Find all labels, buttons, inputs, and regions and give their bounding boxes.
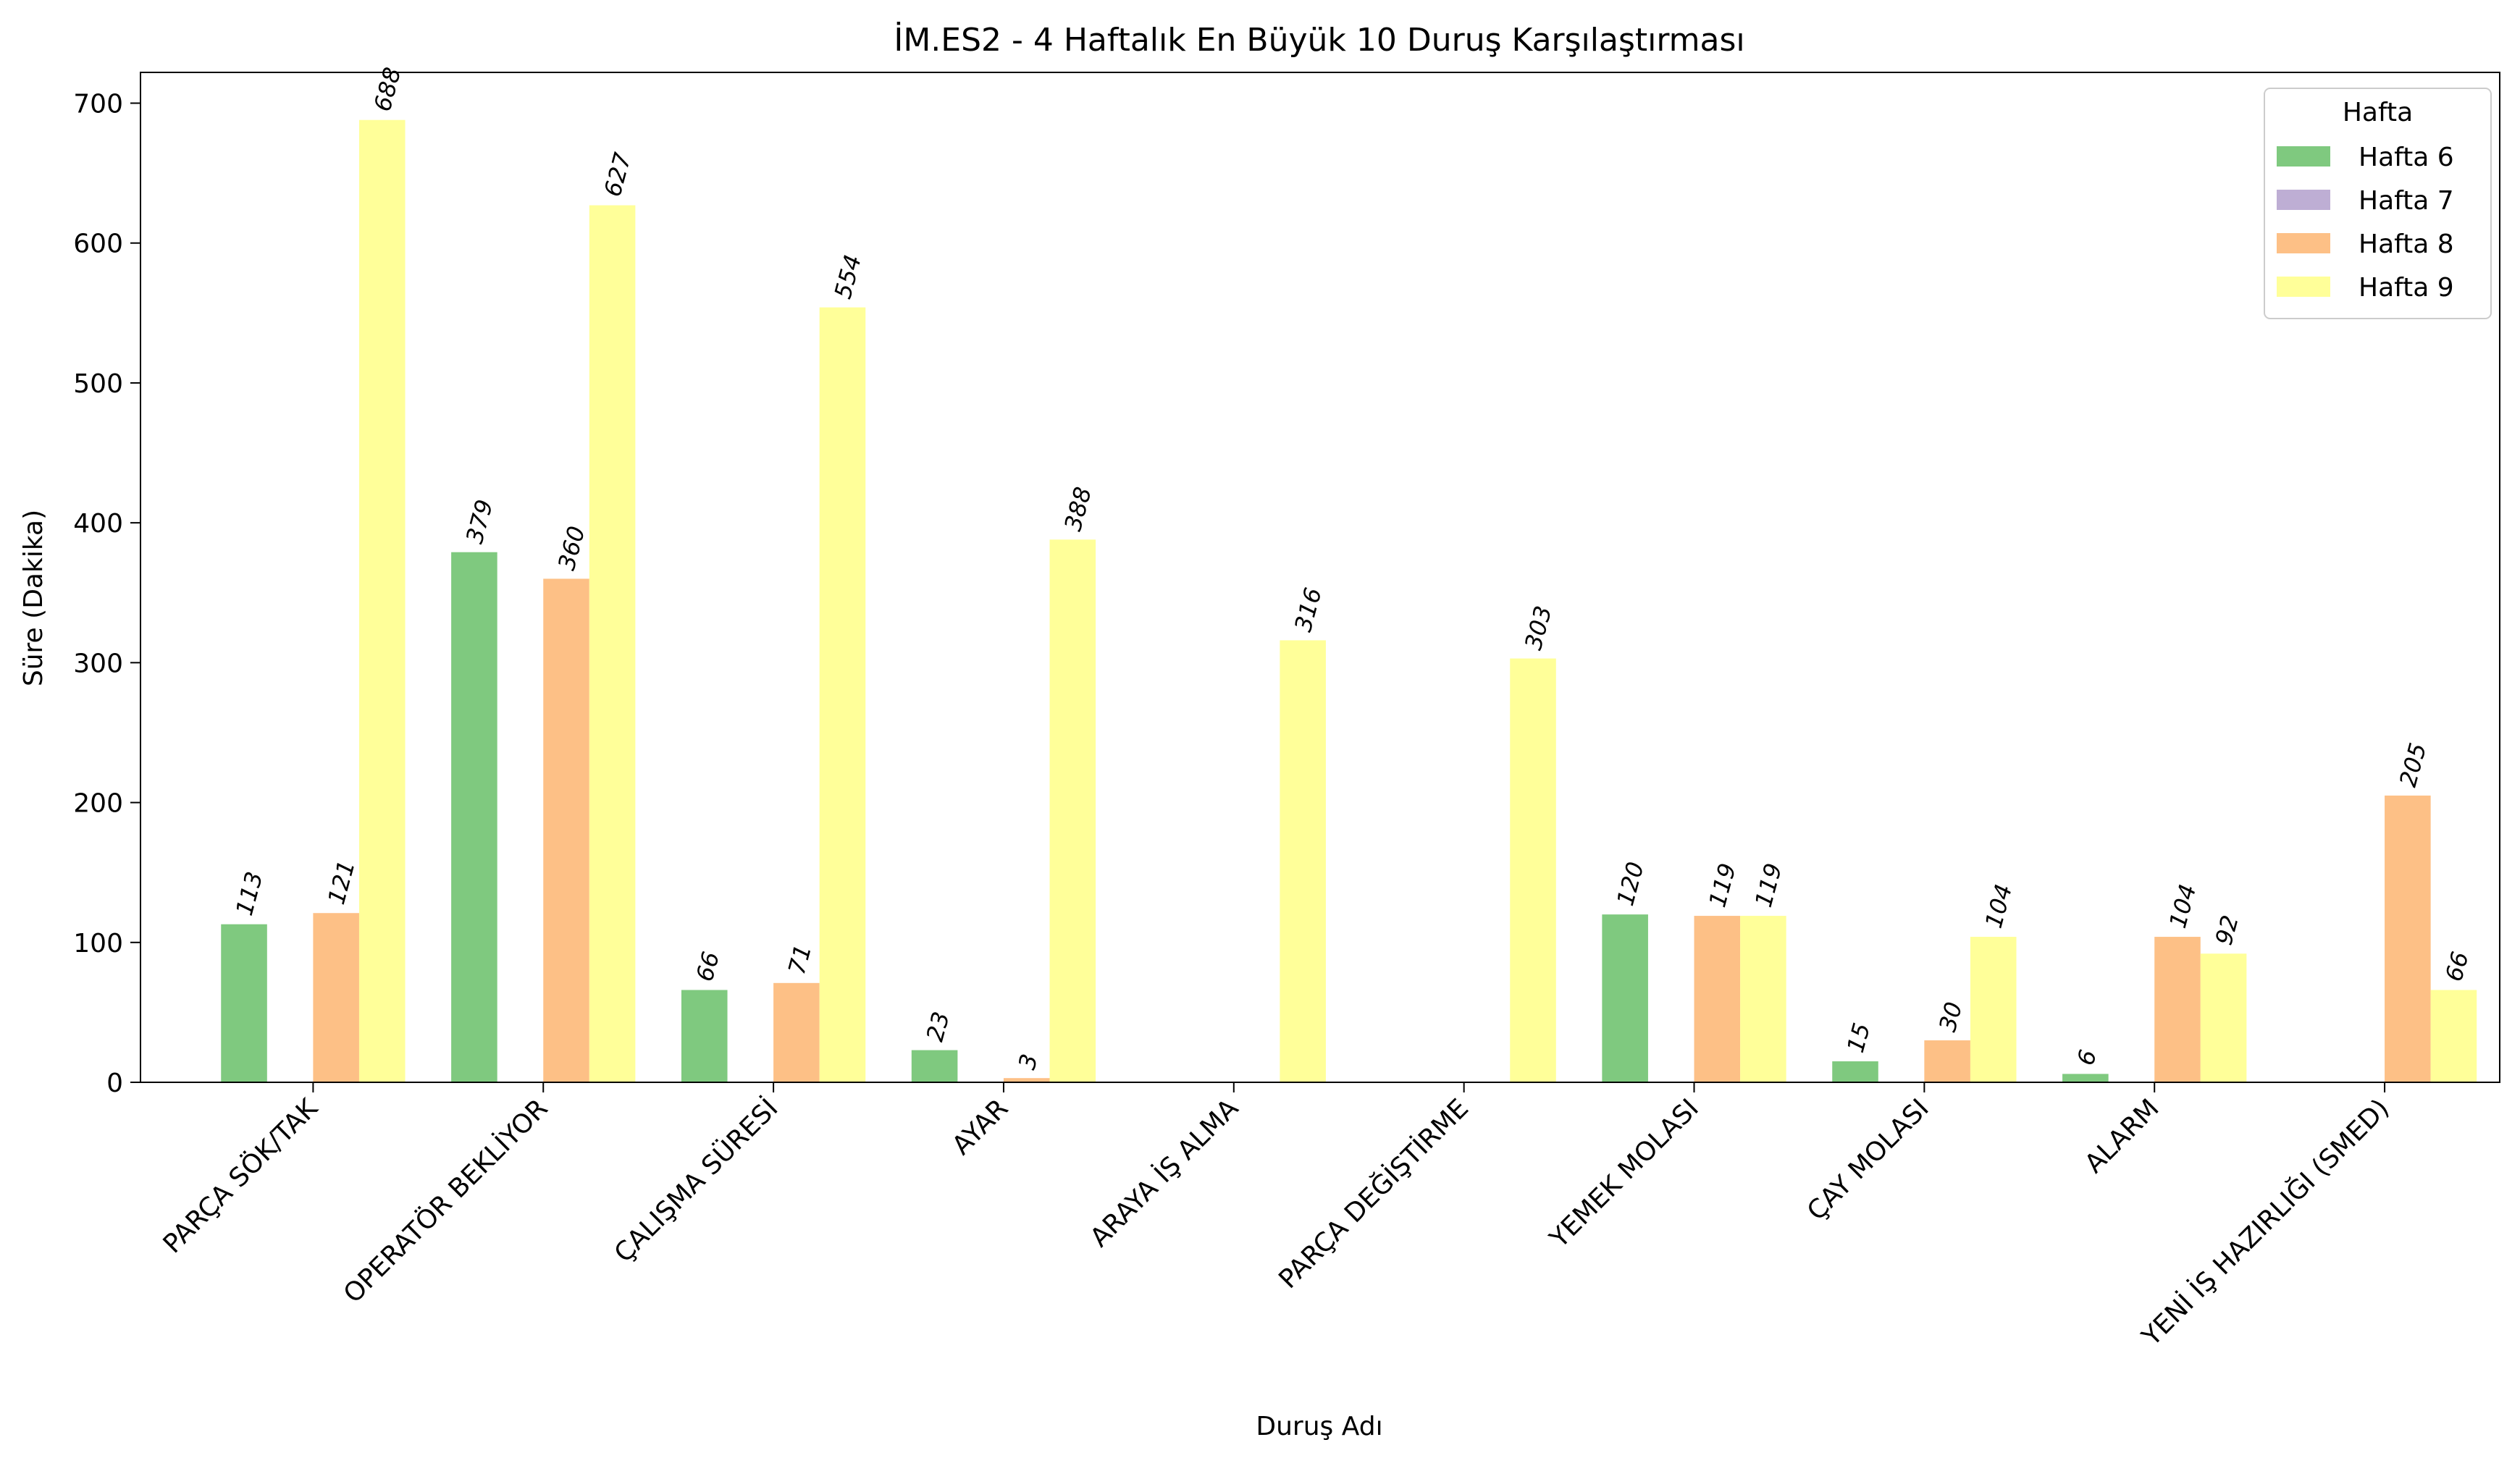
bar	[1003, 1078, 1050, 1082]
y-tick-label: 400	[73, 509, 123, 539]
bar	[681, 990, 728, 1082]
bar	[358, 119, 406, 1083]
bar	[2200, 953, 2247, 1082]
bar	[543, 578, 589, 1082]
bar	[1280, 640, 1326, 1082]
legend-swatch	[2277, 277, 2330, 297]
y-tick-label: 700	[73, 90, 123, 119]
bar	[2430, 990, 2477, 1082]
plot-frame	[140, 72, 2500, 1083]
bar	[1602, 914, 1648, 1082]
y-tick-label: 500	[73, 369, 123, 399]
bar	[2154, 937, 2201, 1082]
bar	[1832, 1061, 1878, 1082]
bar	[1049, 539, 1096, 1082]
x-axis-label: Duruş Adı	[1256, 1412, 1382, 1441]
bar	[451, 552, 497, 1082]
chart-title: İM.ES2 - 4 Haftalık En Büyük 10 Duruş Ka…	[894, 21, 1744, 59]
bar	[1924, 1040, 1970, 1082]
y-tick-label: 200	[73, 789, 123, 819]
bar	[1740, 916, 1786, 1082]
y-tick-label: 0	[106, 1069, 123, 1098]
bar	[819, 307, 866, 1082]
legend-title: Hafta	[2343, 98, 2413, 127]
y-axis-label: Süre (Dakika)	[19, 510, 49, 686]
bar	[773, 982, 820, 1082]
bar	[2385, 795, 2431, 1082]
y-tick-label: 300	[73, 649, 123, 678]
legend-box	[2264, 88, 2492, 319]
legend-label: Hafta 8	[2359, 229, 2454, 259]
bar	[2062, 1074, 2109, 1082]
bar	[1510, 658, 1556, 1082]
legend: Hafta Hafta 6 Hafta 7 Hafta 8 Hafta 9	[2264, 88, 2492, 319]
bar	[911, 1050, 958, 1082]
bar	[1970, 937, 2017, 1082]
legend-swatch	[2277, 146, 2330, 167]
legend-label: Hafta 6	[2359, 143, 2454, 172]
legend-swatch	[2277, 190, 2330, 210]
legend-label: Hafta 7	[2359, 186, 2454, 216]
y-tick-label: 600	[73, 229, 123, 259]
bar	[589, 205, 636, 1083]
y-tick-label: 100	[73, 929, 123, 959]
legend-label: Hafta 9	[2359, 273, 2454, 303]
legend-swatch	[2277, 233, 2330, 253]
bar	[313, 913, 359, 1082]
bar	[221, 924, 267, 1082]
bar	[1694, 916, 1741, 1082]
